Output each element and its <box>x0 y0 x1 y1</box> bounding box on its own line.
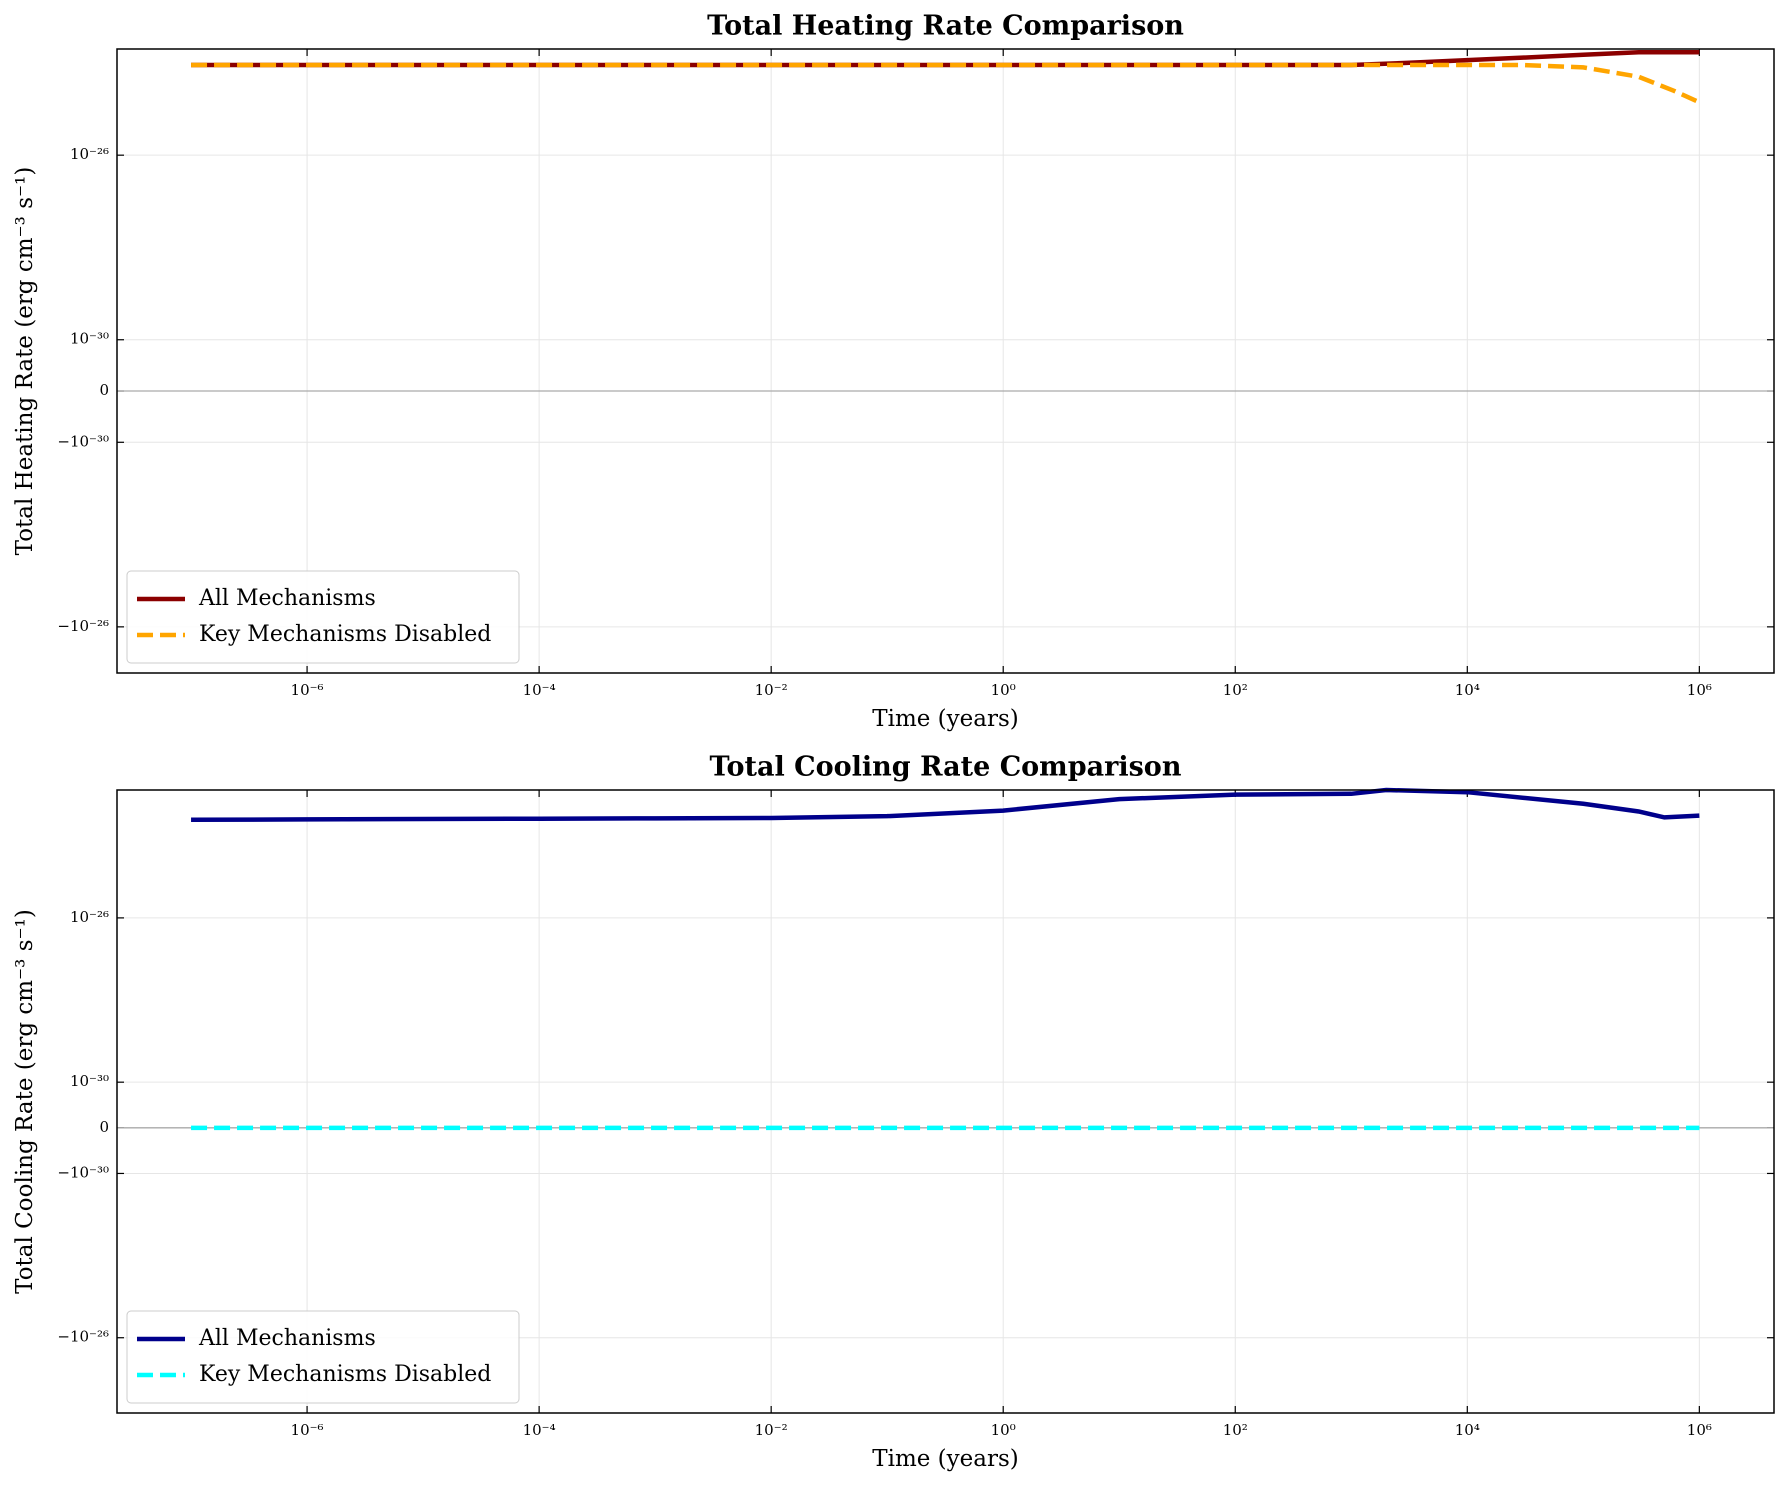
series-line <box>191 62 1701 105</box>
y-tick-label: 10⁻²⁶ <box>70 908 109 926</box>
x-tick-label: 10² <box>1223 1421 1248 1439</box>
x-tick-label: 10⁻⁶ <box>291 681 324 699</box>
y-tick-label: −10⁻³⁰ <box>57 1163 109 1181</box>
chart-title: Total Heating Rate Comparison <box>707 11 1184 42</box>
y-tick-label: 0 <box>99 1118 109 1136</box>
legend-label: Key Mechanisms Disabled <box>199 1362 491 1387</box>
x-axis-label: Time (years) <box>872 1446 1019 1472</box>
legend-label: All Mechanisms <box>198 1326 376 1351</box>
x-tick-label: 10⁰ <box>991 1421 1016 1439</box>
x-tick-label: 10⁻⁶ <box>291 1421 324 1439</box>
y-tick-label: −10⁻³⁰ <box>57 432 109 450</box>
y-tick-label: 10⁻³⁰ <box>70 1072 109 1090</box>
plot-frame <box>116 789 1775 1414</box>
x-tick-label: 10⁶ <box>1687 1421 1712 1439</box>
x-axis-label: Time (years) <box>872 706 1019 732</box>
legend-label: Key Mechanisms Disabled <box>199 622 491 647</box>
x-tick-label: 10⁶ <box>1687 681 1712 699</box>
legend-label: All Mechanisms <box>198 586 376 611</box>
y-axis-label: Total Heating Rate (erg cm⁻³ s⁻¹) <box>12 167 38 556</box>
x-tick-label: 10⁻² <box>755 681 788 699</box>
series-line <box>191 787 1700 823</box>
x-tick-label: 10⁴ <box>1455 681 1480 699</box>
legend-box <box>126 1310 520 1404</box>
x-tick-label: 10⁻⁴ <box>523 1421 556 1439</box>
y-tick-label: 10⁻²⁶ <box>70 145 109 163</box>
x-tick-label: 10² <box>1223 681 1248 699</box>
y-axis-label: Total Cooling Rate (erg cm⁻³ s⁻¹) <box>12 909 38 1294</box>
legend: All Mechanisms Key Mechanisms Disabled <box>126 570 520 664</box>
x-tick-label: 10⁻⁴ <box>523 681 556 699</box>
x-tick-label: 10⁻² <box>755 1421 788 1439</box>
legend-box <box>126 570 520 664</box>
y-tick-label: 10⁻³⁰ <box>70 330 109 348</box>
x-tick-label: 10⁴ <box>1455 1421 1480 1439</box>
x-tick-label: 10⁰ <box>991 681 1016 699</box>
series-line <box>191 50 1700 68</box>
y-tick-label: −10⁻²⁶ <box>57 617 109 635</box>
y-tick-label: −10⁻²⁶ <box>57 1328 109 1346</box>
chart-title: Total Cooling Rate Comparison <box>710 752 1182 783</box>
legend: All Mechanisms Key Mechanisms Disabled <box>126 1310 520 1404</box>
y-tick-label: 0 <box>99 381 109 399</box>
plot-frame <box>116 48 1775 674</box>
